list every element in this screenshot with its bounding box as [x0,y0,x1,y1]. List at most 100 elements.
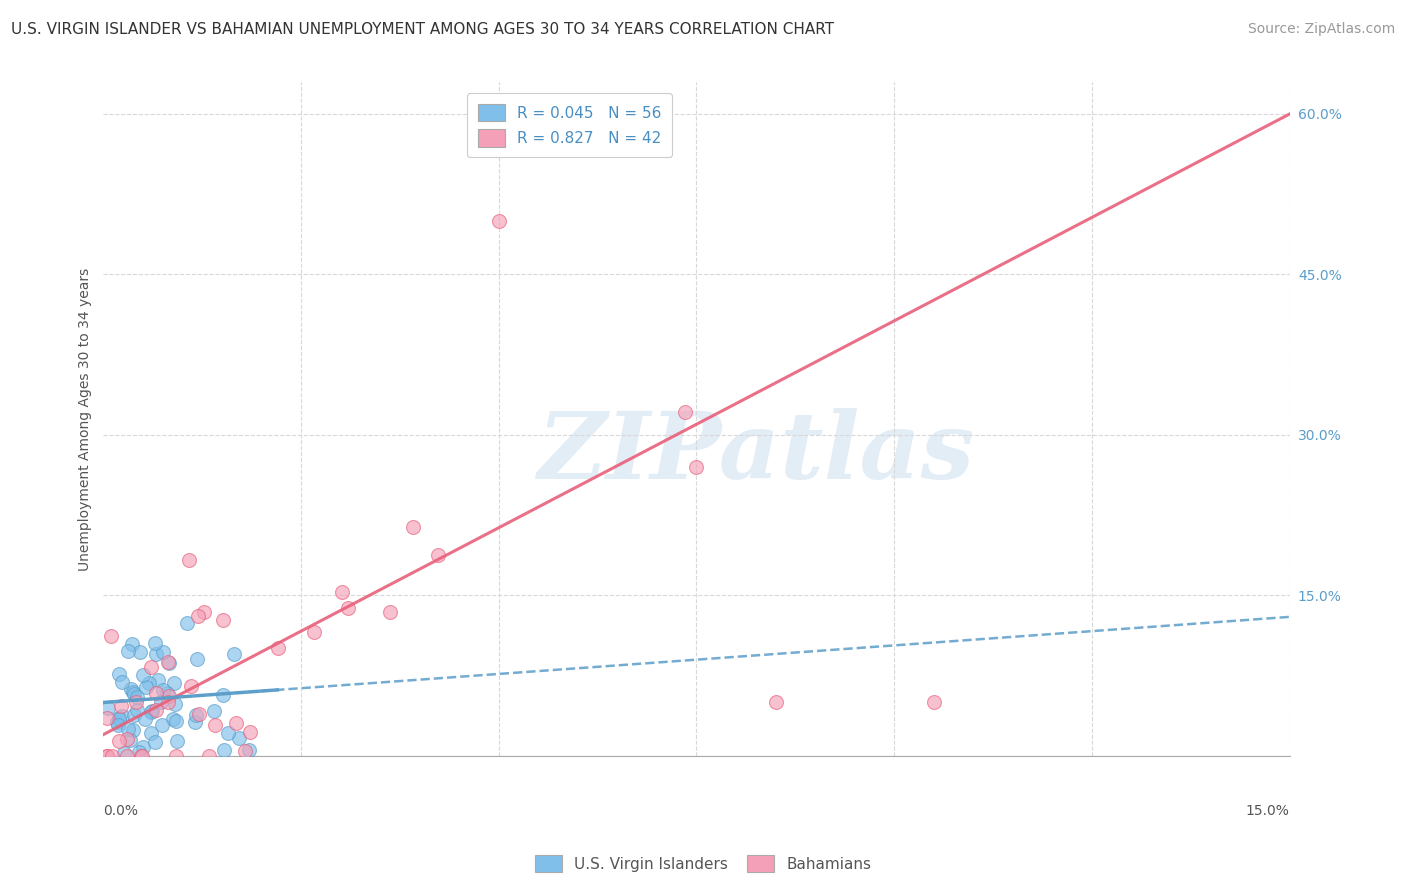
Point [122,685,145,699]
Point [96,748,118,763]
Point [157,656,180,670]
Point [117,643,139,657]
Point [225,716,247,731]
Point [211,689,233,703]
Point [121,723,143,737]
Point [673,405,696,419]
Point [129,748,152,763]
Point [156,695,179,709]
Point [336,601,359,615]
Text: 15.0%: 15.0% [1246,804,1289,818]
Point [96,748,118,763]
Point [145,686,167,700]
Point [198,748,221,763]
Point [143,636,166,650]
Point [217,726,239,740]
Point [378,605,401,619]
Point [162,712,184,726]
Point [145,647,167,661]
Point [402,520,425,534]
Point [112,746,135,760]
Point [145,703,167,717]
Legend: R = 0.045   N = 56, R = 0.827   N = 42: R = 0.045 N = 56, R = 0.827 N = 42 [467,93,672,157]
Point [107,718,129,732]
Point [128,745,150,759]
Point [141,704,163,718]
Point [228,731,250,745]
Point [214,743,236,757]
Point [184,715,207,730]
Point [427,549,450,563]
Point [101,748,124,763]
Point [186,708,208,723]
Point [152,644,174,658]
Point [111,675,134,690]
Point [97,701,120,715]
Point [166,734,188,748]
Point [922,696,945,710]
Point [132,740,155,755]
Point [150,695,173,709]
Point [152,682,174,697]
Text: Source: ZipAtlas.com: Source: ZipAtlas.com [1247,22,1395,37]
Point [765,696,787,710]
Point [488,214,510,228]
Point [204,704,226,718]
Point [108,711,131,725]
Point [122,708,145,723]
Point [150,718,173,732]
Point [204,717,226,731]
Text: U.S. VIRGIN ISLANDER VS BAHAMIAN UNEMPLOYMENT AMONG AGES 30 TO 34 YEARS CORRELAT: U.S. VIRGIN ISLANDER VS BAHAMIAN UNEMPLO… [11,22,834,37]
Point [163,697,186,711]
Point [117,722,139,736]
Point [115,732,138,747]
Point [176,616,198,631]
Point [120,733,142,747]
Point [139,725,162,739]
Point [186,652,208,666]
Text: ZIPatlas: ZIPatlas [537,408,974,498]
Point [107,712,129,726]
Point [685,460,707,475]
Point [127,690,149,704]
Point [138,676,160,690]
Point [134,712,156,726]
Point [235,743,257,757]
Point [131,748,153,763]
Point [193,606,215,620]
Point [132,668,155,682]
Point [163,675,186,690]
Point [120,681,142,696]
Point [177,553,200,567]
Point [135,680,157,694]
Point [267,641,290,656]
Point [165,748,187,763]
Point [110,699,132,714]
Point [115,748,138,763]
Point [129,645,152,659]
Legend: U.S. Virgin Islanders, Bahamians: U.S. Virgin Islanders, Bahamians [527,847,879,880]
Point [238,743,260,757]
Point [188,706,211,721]
Point [124,687,146,701]
Point [108,667,131,681]
Point [156,686,179,700]
Point [105,714,128,729]
Point [111,708,134,723]
Point [180,679,202,693]
Point [107,734,129,748]
Point [157,656,180,670]
Text: 0.0%: 0.0% [104,804,138,818]
Point [146,673,169,688]
Point [330,584,353,599]
Point [125,703,148,717]
Point [145,735,167,749]
Point [239,724,262,739]
Point [96,711,118,725]
Point [121,637,143,651]
Point [187,609,209,624]
Point [139,660,162,674]
Point [165,714,187,728]
Point [139,705,162,719]
Point [100,629,122,643]
